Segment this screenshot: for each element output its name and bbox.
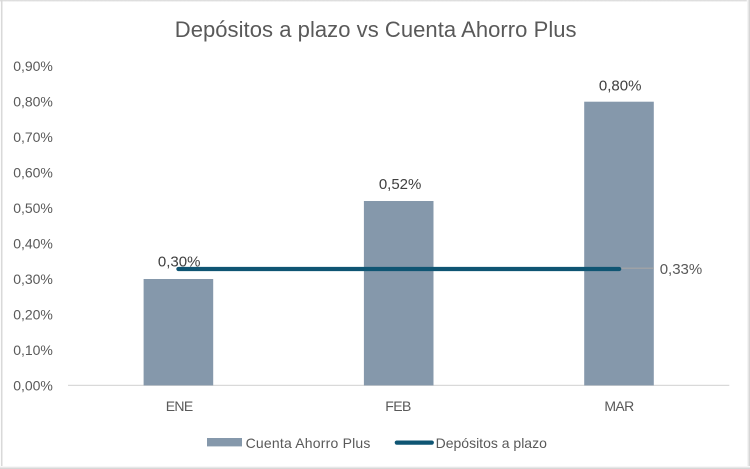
svg-text:0,33%: 0,33% (660, 261, 703, 278)
svg-text:0,30%: 0,30% (13, 271, 53, 287)
svg-text:0,00%: 0,00% (13, 377, 53, 393)
svg-text:0,90%: 0,90% (13, 58, 53, 74)
svg-text:0,80%: 0,80% (599, 77, 642, 94)
svg-text:FEB: FEB (385, 398, 411, 414)
svg-text:Depósitos a plazo vs Cuenta Ah: Depósitos a plazo vs Cuenta Ahorro Plus (175, 17, 577, 42)
svg-text:0,80%: 0,80% (13, 94, 53, 110)
svg-text:0,10%: 0,10% (13, 342, 53, 358)
svg-text:0,20%: 0,20% (13, 306, 53, 322)
svg-text:0,60%: 0,60% (13, 165, 53, 181)
svg-text:MAR: MAR (604, 398, 634, 414)
svg-text:ENE: ENE (166, 398, 193, 414)
svg-text:Cuenta Ahorro Plus: Cuenta Ahorro Plus (246, 435, 371, 451)
svg-text:Depósitos a plazo: Depósitos a plazo (436, 435, 548, 451)
svg-text:0,30%: 0,30% (158, 254, 201, 271)
svg-text:0,50%: 0,50% (13, 200, 53, 216)
svg-text:0,40%: 0,40% (13, 236, 53, 252)
svg-text:0,52%: 0,52% (379, 176, 422, 193)
svg-text:0,70%: 0,70% (13, 129, 53, 145)
